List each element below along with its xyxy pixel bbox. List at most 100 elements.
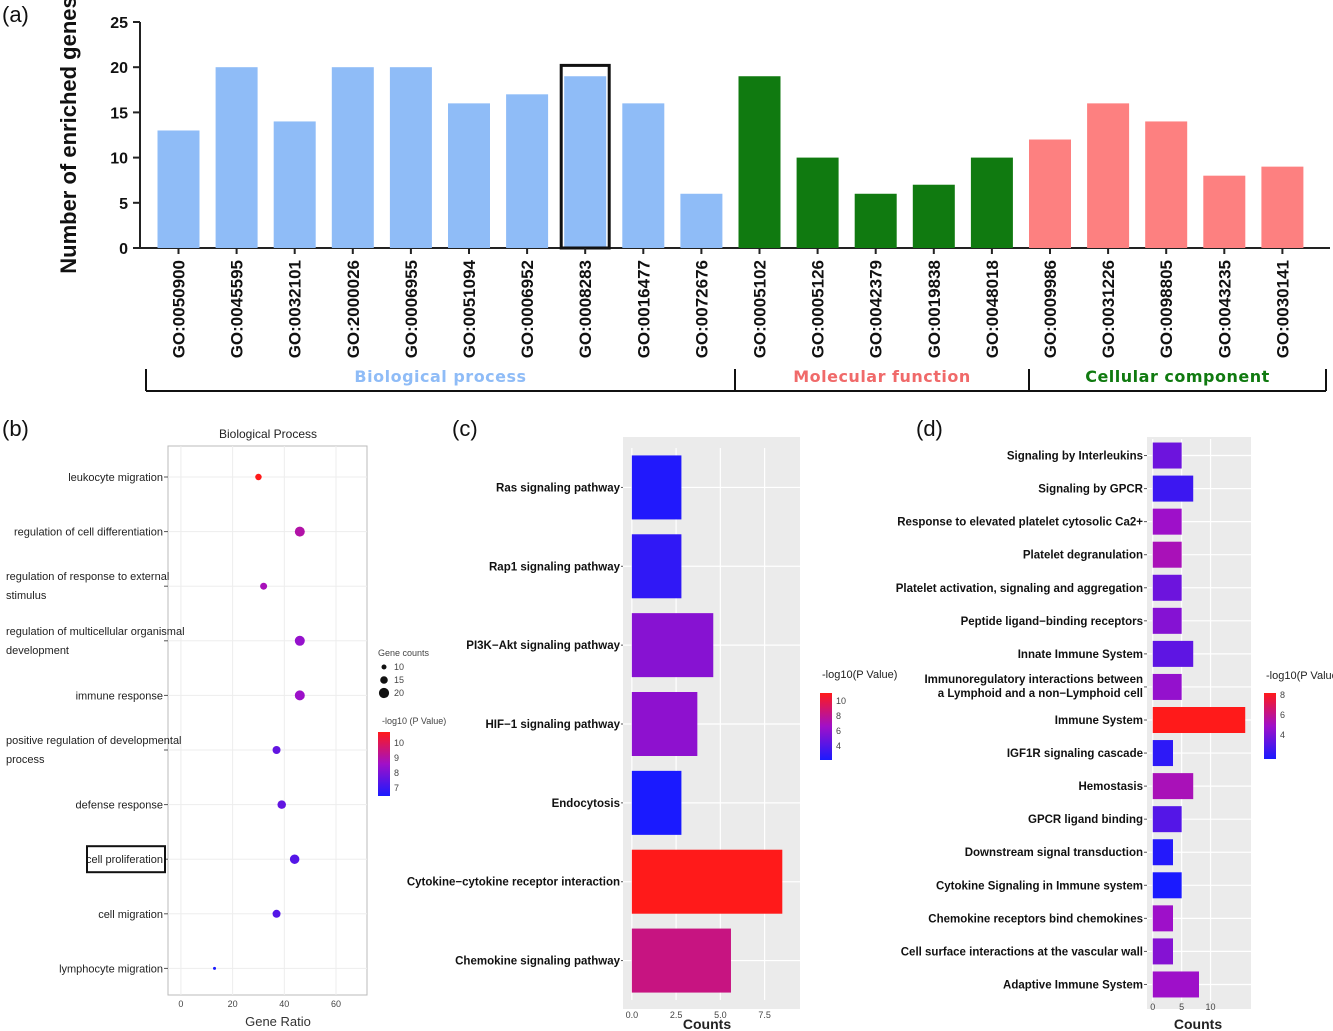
- panel-d-bar: [1152, 673, 1182, 700]
- panel-a-x-tick-label: GO:2000026: [344, 260, 363, 358]
- panel-d-category-label: Chemokine receptors bind chemokines: [928, 913, 1143, 925]
- panel-a-group-label: Molecular function: [793, 367, 971, 386]
- panel-a-y-tick-label: 20: [110, 60, 128, 77]
- panel-b-color-legend-label: 7: [394, 783, 399, 793]
- panel-b-size-legend-label: 20: [394, 688, 404, 698]
- panel-d-bar: [1152, 541, 1182, 568]
- panel-c-color-legend-label: 4: [836, 741, 841, 751]
- panel-d-bar: [1152, 640, 1194, 667]
- panel-c-color-legend-label: 10: [836, 696, 846, 706]
- panel-b-dot: [213, 966, 217, 970]
- panel-a-bar: [912, 184, 955, 248]
- panel-d-category-label: IGF1R signaling cascade: [1007, 748, 1143, 760]
- panel-a-y-tick-label: 5: [119, 196, 128, 213]
- panel-d-category-label: a Lymphoid and a non−Lymphoid cell: [938, 688, 1143, 700]
- panel-d-color-legend-label: 8: [1280, 690, 1285, 700]
- panel-a-x-tick-label: GO:0016477: [634, 260, 653, 358]
- panel-a-bar: [1145, 121, 1188, 248]
- panel-d-x-axis-label: Counts: [1174, 1016, 1222, 1031]
- panel-a-bar: [273, 121, 316, 248]
- panel-b-category-label: development: [6, 645, 69, 657]
- panel-a-x-tick-label: GO:0098805: [1157, 260, 1176, 358]
- panel-b-category-label: defense response: [76, 800, 163, 812]
- panel-a-bar: [854, 193, 897, 248]
- panel-a-x-tick-label: GO:0008283: [576, 260, 595, 358]
- panel-d-bar: [1152, 607, 1182, 634]
- panel-c-x-tick-label: 2.5: [670, 1010, 683, 1020]
- panel-b-size-legend-title: Gene counts: [378, 648, 430, 658]
- panel-d-bar: [1152, 508, 1182, 535]
- panel-d-bar: [1152, 740, 1173, 767]
- panel-a-x-tick-label: GO:0072676: [692, 260, 711, 358]
- panel-c-category-label: Rap1 signaling pathway: [489, 561, 621, 573]
- panel-a-x-tick-label: GO:0050900: [170, 260, 189, 358]
- panel-b-x-tick-label: 60: [331, 999, 341, 1009]
- panel-d-bar: [1152, 442, 1182, 469]
- panel-d-category-label: Response to elevated platelet cytosolic …: [897, 517, 1143, 529]
- panel-b-color-legend-bar: [378, 732, 390, 796]
- panel-b-dot: [277, 800, 286, 809]
- panel-d-category-label: Adaptive Immune System: [1003, 979, 1143, 991]
- panel-a-bar: [506, 94, 549, 248]
- panel-a-bar: [1261, 166, 1304, 248]
- panel-a-y-tick-label: 10: [110, 151, 128, 168]
- panel-b-color-legend-label: 10: [394, 738, 404, 748]
- panel-a-x-tick-label: GO:0051094: [460, 259, 479, 358]
- panel-a-x-tick-label: GO:0048018: [983, 260, 1002, 358]
- panel-d-color-legend-label: 6: [1280, 710, 1285, 720]
- panel-b-color-legend-title: -log10 (P Value): [382, 716, 446, 726]
- panel-b-dot: [272, 909, 281, 918]
- panel-b-x-tick-label: 20: [228, 999, 238, 1009]
- panel-c-category-label: Chemokine signaling pathway: [455, 956, 620, 968]
- panel-a-y-tick-label: 25: [110, 15, 128, 32]
- panel-a-go-bar-chart: Number of enriched genes 0 5 10 15 20 25 GO:0…: [56, 0, 1330, 392]
- panel-a-x-tick-label: GO:0006955: [402, 260, 421, 358]
- panel-d-color-legend-bar: [1264, 693, 1276, 759]
- panel-b-category-label: cell migration: [98, 909, 163, 921]
- panel-label-b: (b): [2, 416, 29, 441]
- panel-b-category-label: leukocyte migration: [68, 472, 163, 484]
- panel-d-bar: [1152, 773, 1194, 800]
- panel-d-category-label: Immune System: [1055, 715, 1143, 727]
- panel-c-color-legend-bar: [820, 693, 832, 760]
- panel-c-x-axis-label: Counts: [683, 1016, 731, 1031]
- panel-d-bar: [1152, 806, 1182, 833]
- panel-d-category-label: Immunoregulatory interactions between: [924, 674, 1143, 686]
- panel-d-bar: [1152, 905, 1173, 932]
- panel-a-bar: [1029, 139, 1071, 248]
- panel-a-x-tick-label: GO:0042379: [867, 260, 886, 358]
- panel-d-bar: [1152, 872, 1182, 899]
- panel-b-size-legend-label: 10: [394, 662, 404, 672]
- panel-c-category-label: PI3K−Akt signaling pathway: [466, 640, 620, 652]
- panel-b-dot-plot: Biological Process leukocyte migration re…: [6, 427, 446, 1029]
- panel-d-category-label: Downstream signal transduction: [965, 847, 1143, 859]
- panel-a-bar: [680, 193, 723, 248]
- panel-d-x-tick-label: 0: [1150, 1002, 1155, 1012]
- panel-b-dot: [272, 746, 281, 754]
- panel-b-dot: [294, 635, 305, 646]
- panel-c-bar: [631, 692, 698, 756]
- panel-label-d: (d): [916, 416, 943, 441]
- panel-b-size-legend-label: 15: [394, 675, 404, 685]
- panel-b-color-legend-label: 9: [394, 753, 399, 763]
- panel-a-x-tick-label: GO:0006952: [518, 260, 537, 358]
- panel-b-dot: [260, 582, 268, 590]
- panel-a-x-tick-label: GO:0045595: [228, 260, 247, 358]
- panel-c-color-legend-title: -log10(P Value): [822, 669, 897, 681]
- panel-label-c: (c): [452, 416, 478, 441]
- panel-b-category-label: process: [6, 754, 45, 766]
- panel-b-category-label: regulation of response to external: [6, 571, 169, 583]
- panel-a-y-axis-label: Number of enriched genes: [56, 0, 81, 274]
- panel-c-bar: [631, 613, 714, 678]
- panel-a-bar: [331, 67, 374, 248]
- panel-d-bar: [1152, 475, 1194, 502]
- panel-b-dot: [294, 526, 305, 537]
- panel-b-dot: [294, 690, 305, 701]
- panel-c-x-tick-label: 7.5: [758, 1010, 771, 1020]
- panel-a-x-tick-label: GO:0005126: [809, 260, 828, 358]
- panel-b-size-legend-dot: [380, 676, 388, 684]
- panel-a-bar: [1203, 175, 1246, 248]
- panel-c-kegg-bar-chart: Ras signaling pathway Rap1 signaling path…: [407, 437, 897, 1031]
- panel-c-bar: [631, 455, 682, 520]
